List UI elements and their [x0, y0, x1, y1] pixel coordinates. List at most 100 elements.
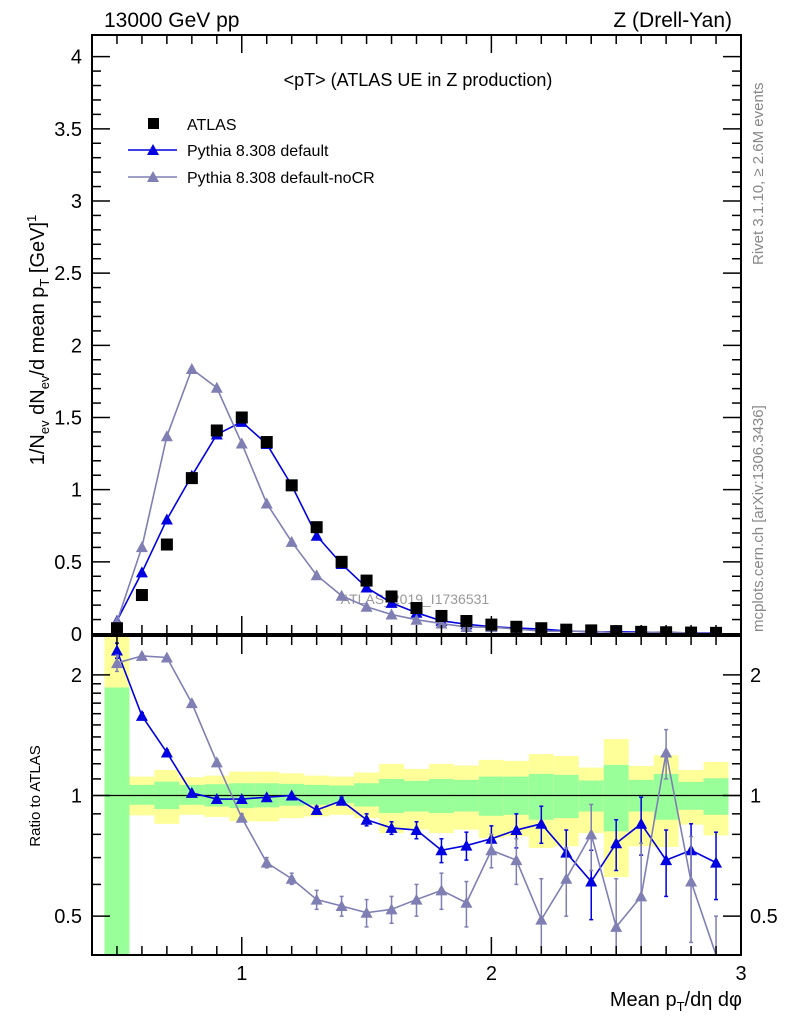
- ratio-y-tick-label-right: 1: [750, 786, 761, 808]
- point-nocr: [335, 589, 348, 601]
- band-stat-bin: [354, 783, 380, 807]
- y-tick-label: 0: [71, 624, 82, 646]
- y-axis-label: 1/Nev dNev/d mean pT [GeV]1: [24, 215, 52, 466]
- y-tick-label: 3: [71, 191, 82, 213]
- ratio-point-nocr: [260, 856, 273, 868]
- point-nocr: [235, 437, 248, 449]
- point-atlas: [335, 555, 348, 568]
- band-stat-bin: [553, 774, 579, 819]
- ratio-point-nocr: [310, 893, 323, 905]
- legend-label-nocr: Pythia 8.308 default-noCR: [187, 170, 375, 187]
- point-nocr: [410, 613, 423, 625]
- ratio-y-tick-label: 0.5: [54, 906, 82, 928]
- y-tick-label: 1: [71, 480, 82, 502]
- ratio-point-default: [510, 824, 523, 836]
- mcplots-info: mcplots.cern.ch [arXiv:1306.3436]: [750, 405, 767, 632]
- band-stat-bin: [329, 785, 355, 804]
- point-nocr: [435, 617, 448, 629]
- ratio-point-nocr: [160, 651, 173, 663]
- ratio-point-default: [135, 709, 148, 721]
- legend: ATLAS Pythia 8.308 default Pythia 8.308 …: [128, 117, 375, 187]
- band-stat-bin: [104, 687, 130, 955]
- point-default: [310, 529, 323, 541]
- legend-marker-nocr: [147, 171, 159, 182]
- point-nocr: [260, 497, 273, 509]
- point-nocr: [185, 362, 198, 374]
- point-nocr: [135, 541, 148, 553]
- ratio-point-nocr: [235, 811, 248, 823]
- ratio-point-nocr: [510, 854, 523, 866]
- band-stat-bin: [304, 784, 330, 805]
- ratio-point-nocr: [135, 649, 148, 661]
- y-tick-label: 1.5: [54, 407, 82, 429]
- ratio-plot-marks: [110, 642, 723, 955]
- band-stat-bin: [478, 776, 504, 816]
- ratio-point-nocr: [385, 903, 398, 915]
- x-tick-label: 3: [735, 963, 746, 985]
- band-stat-bin: [404, 780, 429, 812]
- ratio-point-default: [160, 746, 173, 758]
- band-stat-bin: [129, 784, 155, 805]
- ratio-point-nocr: [685, 875, 698, 887]
- rivet-info: Rivet 3.1.10, ≥ 2.6M events: [750, 83, 767, 266]
- point-atlas: [185, 472, 198, 485]
- ratio-point-default: [660, 854, 673, 866]
- y-tick-label: 2: [71, 335, 82, 357]
- ratio-point-nocr: [660, 746, 673, 758]
- ratio-point-nocr: [185, 697, 198, 709]
- ratio-point-default: [335, 794, 348, 806]
- legend-label-default: Pythia 8.308 default: [187, 143, 329, 160]
- ratio-y-tick-label: 1: [71, 786, 82, 808]
- y-tick-label: 0.5: [54, 552, 82, 574]
- ratio-point-default: [210, 793, 223, 805]
- point-nocr: [285, 535, 298, 547]
- ratio-point-default: [260, 791, 273, 803]
- ratio-point-nocr: [110, 657, 123, 669]
- y-tick-label: 3.5: [54, 119, 82, 141]
- legend-marker-atlas: [148, 118, 159, 129]
- ratio-point-default: [185, 786, 198, 798]
- point-atlas: [310, 521, 323, 534]
- ratio-point-default: [110, 644, 123, 656]
- header-left: 13000 GeV pp: [104, 9, 239, 32]
- ratio-point-nocr: [360, 906, 373, 918]
- ratio-y-axis-label: Ratio to ATLAS: [27, 745, 44, 846]
- ratio-point-nocr: [435, 884, 448, 896]
- ratio-point-default: [385, 821, 398, 833]
- ratio-point-nocr: [410, 893, 423, 905]
- point-default: [160, 513, 173, 525]
- ratio-point-nocr: [610, 920, 623, 932]
- x-tick-label: 1: [236, 963, 247, 985]
- point-nocr: [360, 600, 373, 612]
- ratio-point-default: [710, 856, 723, 868]
- y-tick-label: 2.5: [54, 263, 82, 285]
- ratio-point-nocr: [210, 756, 223, 768]
- point-default: [360, 581, 373, 593]
- point-atlas: [385, 590, 398, 603]
- point-nocr: [385, 608, 398, 620]
- point-nocr: [310, 569, 323, 581]
- point-atlas: [360, 574, 373, 587]
- point-nocr: [160, 430, 173, 442]
- legend-label-atlas: ATLAS: [187, 117, 237, 134]
- ratio-point-nocr: [485, 844, 498, 856]
- ratio-point-nocr: [460, 896, 473, 908]
- point-atlas: [135, 589, 148, 602]
- ratio-point-nocr: [285, 872, 298, 884]
- ratio-point-default: [460, 839, 473, 851]
- ratio-point-default: [310, 804, 323, 816]
- point-atlas: [435, 609, 448, 622]
- ratio-y-tick-label-right: 0.5: [750, 906, 778, 928]
- legend-marker-default: [147, 144, 159, 155]
- point-atlas: [260, 436, 273, 449]
- ratio-point-nocr: [560, 872, 573, 884]
- x-tick-label: 2: [486, 963, 497, 985]
- ratio-point-default: [635, 817, 648, 829]
- axes: 1 2 3 0 0.5 1 1.5 2 2.5 3 3.5 4 0.5 0.5 1 1 2 2: [54, 34, 778, 985]
- point-default: [135, 566, 148, 578]
- band-stat-bin: [703, 778, 729, 815]
- point-atlas: [210, 424, 223, 437]
- point-atlas: [410, 602, 423, 615]
- point-atlas: [460, 615, 473, 628]
